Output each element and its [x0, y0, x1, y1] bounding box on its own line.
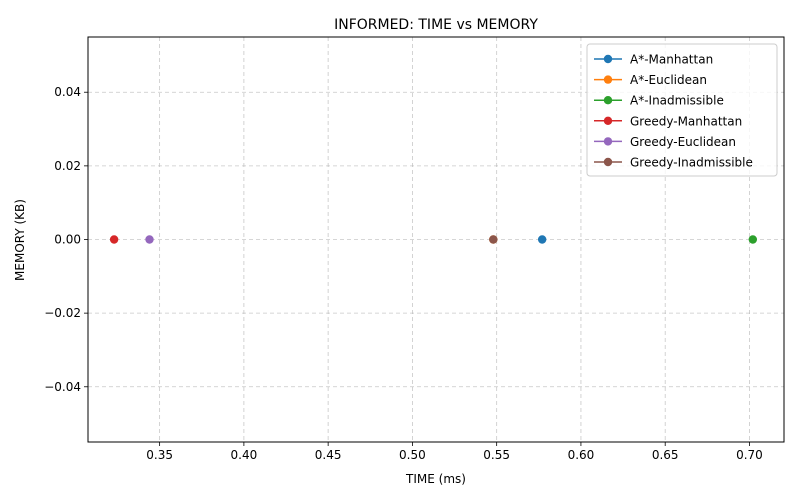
- data-point: [748, 235, 758, 244]
- data-point: [145, 235, 154, 244]
- y-axis-label: MEMORY (KB): [13, 199, 27, 281]
- legend-label: A*-Inadmissible: [630, 94, 724, 108]
- x-axis-label: TIME (ms): [405, 472, 466, 486]
- legend-marker: [603, 157, 613, 167]
- y-tick-label: 0.02: [54, 159, 81, 173]
- legend-marker: [603, 96, 613, 105]
- legend-marker: [603, 116, 613, 126]
- legend-entries: A*-Manhattan A*-Euclidean A*-Inadmissible G…: [594, 53, 753, 170]
- data-point: [489, 235, 498, 244]
- legend-label: A*-Euclidean: [630, 73, 707, 87]
- data-point: [109, 235, 119, 244]
- legend-label: A*-Manhattan: [630, 53, 713, 67]
- legend-label: Greedy-Euclidean: [630, 135, 736, 149]
- x-tick-label: 0.45: [315, 448, 342, 462]
- y-tick-label: 0.00: [54, 233, 81, 247]
- y-tick-label: −0.02: [44, 306, 81, 320]
- chart-title: INFORMED: TIME vs MEMORY: [334, 17, 538, 33]
- legend-marker: [603, 137, 613, 146]
- x-tick-label: 0.35: [146, 448, 173, 462]
- y-axis-ticks: −0.04 −0.02 0.00 0.02 0.04: [44, 85, 88, 394]
- x-axis-ticks: 0.35 0.40 0.45 0.50 0.55 0.60 0.65 0.70: [146, 442, 763, 462]
- y-tick-label: 0.04: [54, 85, 81, 99]
- x-tick-label: 0.50: [399, 448, 426, 462]
- x-tick-label: 0.40: [231, 448, 258, 462]
- grid-lines: [88, 37, 784, 442]
- data-point: [537, 235, 547, 244]
- legend-label: Greedy-Manhattan: [630, 114, 742, 128]
- x-tick-label: 0.60: [568, 448, 595, 462]
- x-tick-label: 0.55: [483, 448, 510, 462]
- x-tick-label: 0.65: [652, 448, 679, 462]
- x-tick-label: 0.70: [736, 448, 763, 462]
- legend-label: Greedy-Inadmissible: [630, 156, 753, 170]
- legend-box: [586, 43, 778, 177]
- y-tick-label: −0.04: [44, 380, 81, 394]
- legend-marker: [603, 54, 613, 64]
- legend-marker: [603, 75, 613, 84]
- legend: A*-Manhattan A*-Euclidean A*-Inadmissible G…: [586, 43, 778, 177]
- series-layer: [109, 235, 758, 244]
